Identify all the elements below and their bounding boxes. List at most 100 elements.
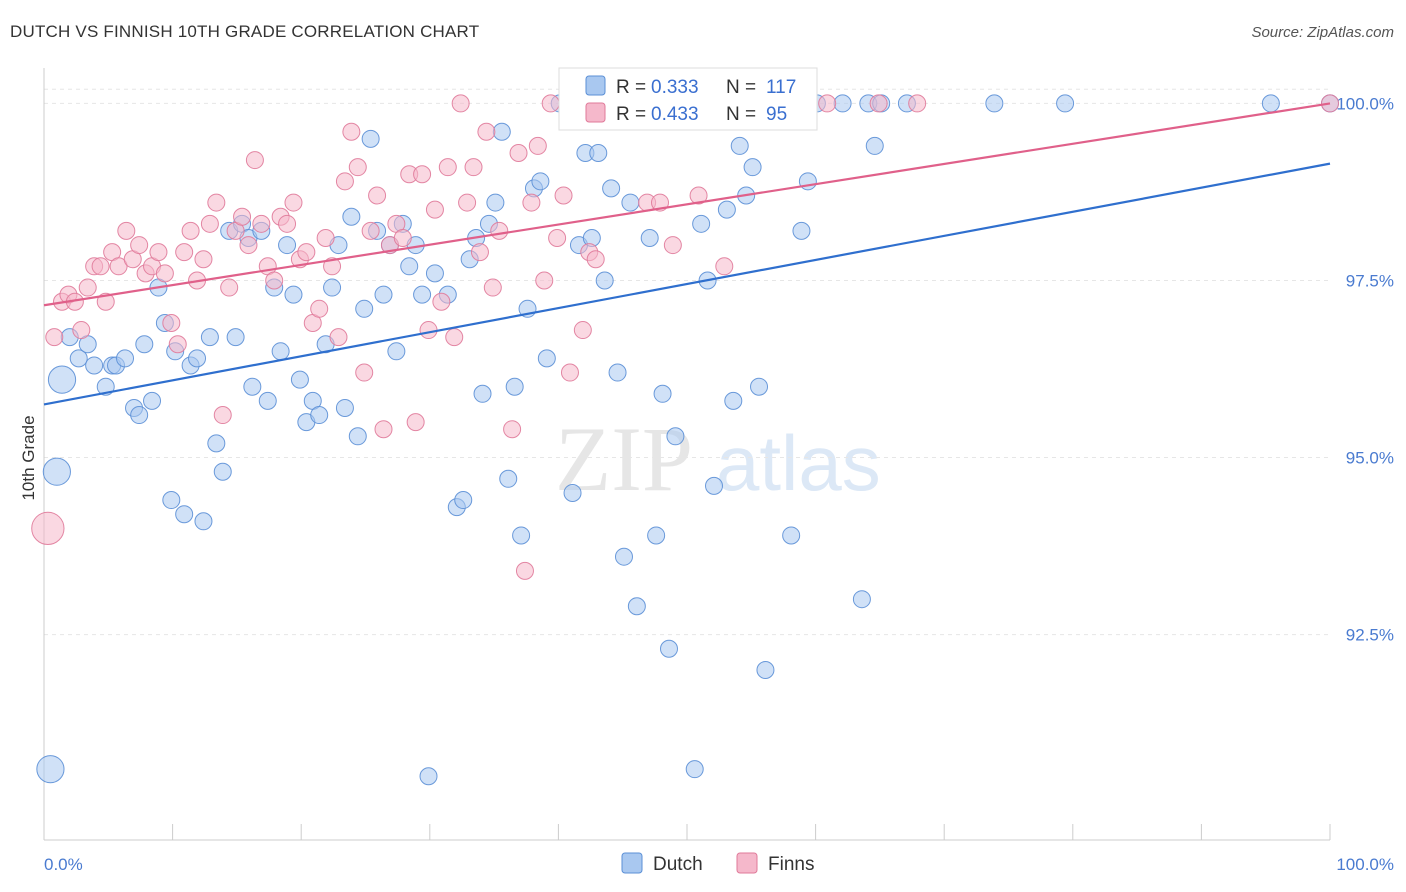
finns-point xyxy=(503,420,522,439)
finns-point xyxy=(181,221,200,240)
finns-r-label: R = xyxy=(616,104,646,125)
finns-point xyxy=(522,193,541,212)
dutch-point xyxy=(647,526,666,545)
finns-point xyxy=(175,243,194,262)
dutch-point xyxy=(1056,94,1075,113)
dutch-point xyxy=(724,391,743,410)
y-tick-labels: 100.0% 97.5% 95.0% 92.5% xyxy=(1336,94,1394,644)
dutch-point xyxy=(730,136,749,155)
legend-finns-swatch xyxy=(736,852,758,874)
dutch-point xyxy=(492,122,511,141)
dutch-point xyxy=(743,158,762,177)
dutch-point xyxy=(194,512,213,531)
dutch-point xyxy=(116,349,135,368)
dutch-trend-line xyxy=(43,162,1331,406)
x-tick-label-max: 100.0% xyxy=(1336,855,1394,874)
finns-point xyxy=(560,363,579,382)
dutch-point xyxy=(852,590,871,609)
finns-point xyxy=(213,406,232,425)
finns-point xyxy=(96,292,115,311)
legend-dutch-swatch xyxy=(621,852,643,874)
dutch-point xyxy=(750,377,769,396)
dutch-point xyxy=(243,377,262,396)
dutch-point xyxy=(413,285,432,304)
y-tick-label: 95.0% xyxy=(1346,449,1394,468)
dutch-point xyxy=(595,271,614,290)
dutch-point xyxy=(717,200,736,219)
dutch-point xyxy=(627,597,646,616)
finns-point xyxy=(451,94,470,113)
finns-point xyxy=(715,257,734,276)
finns-point xyxy=(573,321,592,340)
finns-point xyxy=(117,221,136,240)
finns-point xyxy=(91,257,110,276)
dutch-r-value: 0.333 xyxy=(651,77,699,98)
finns-trend-line xyxy=(43,102,1331,307)
finns-point xyxy=(155,264,174,283)
legend-dutch-label: Dutch xyxy=(653,854,703,875)
finns-point xyxy=(348,158,367,177)
finns-point xyxy=(149,243,168,262)
dutch-point xyxy=(473,384,492,403)
finns-point xyxy=(207,193,226,212)
finns-point xyxy=(586,250,605,269)
dutch-point xyxy=(47,365,77,394)
dutch-point xyxy=(692,214,711,233)
finns-point xyxy=(78,278,97,297)
dutch-point xyxy=(335,398,354,417)
finns-point xyxy=(477,122,496,141)
dutch-point xyxy=(505,377,524,396)
dutch-point xyxy=(653,384,672,403)
x-ticks xyxy=(43,824,1331,840)
finns-point xyxy=(329,328,348,347)
x-tick-label-min: 0.0% xyxy=(44,855,83,874)
finns-r-value: 0.433 xyxy=(651,104,699,125)
finns-point xyxy=(483,278,502,297)
dutch-point xyxy=(512,526,531,545)
dutch-point xyxy=(486,193,505,212)
dutch-point xyxy=(278,236,297,255)
dutch-point xyxy=(323,278,342,297)
finns-point xyxy=(869,94,888,113)
dutch-point xyxy=(659,639,678,658)
finns-point xyxy=(445,328,464,347)
finns-point xyxy=(432,292,451,311)
dutch-point xyxy=(355,299,374,318)
finns-point xyxy=(689,186,708,205)
finns-point xyxy=(162,313,181,332)
dutch-point xyxy=(135,335,154,354)
finns-point xyxy=(297,243,316,262)
dutch-point xyxy=(85,356,104,375)
dutch-point xyxy=(36,755,65,784)
y-axis-label: 10th Grade xyxy=(19,415,38,500)
finns-point xyxy=(265,271,284,290)
dutch-point xyxy=(361,129,380,148)
finns-point xyxy=(458,193,477,212)
finns-point xyxy=(239,236,258,255)
finns-point xyxy=(908,94,927,113)
dutch-point xyxy=(130,406,149,425)
finns-point xyxy=(541,94,560,113)
dutch-point xyxy=(284,285,303,304)
bottom-legend: Dutch Finns xyxy=(621,852,814,875)
dutch-point xyxy=(865,136,884,155)
finns-point xyxy=(200,214,219,233)
dutch-point xyxy=(226,328,245,347)
finns-point xyxy=(528,136,547,155)
dutch-point xyxy=(42,457,71,486)
dutch-point xyxy=(342,207,361,226)
dutch-point xyxy=(175,505,194,524)
finns-point xyxy=(316,228,335,247)
finns-point xyxy=(284,193,303,212)
finns-point xyxy=(45,328,64,347)
finns-point xyxy=(413,165,432,184)
finns-point xyxy=(194,250,213,269)
finns-point xyxy=(252,214,271,233)
dutch-point xyxy=(374,285,393,304)
dutch-point xyxy=(348,427,367,446)
finns-point xyxy=(374,420,393,439)
finns-point xyxy=(464,158,483,177)
finns-point xyxy=(515,561,534,580)
finns-point xyxy=(233,207,252,226)
